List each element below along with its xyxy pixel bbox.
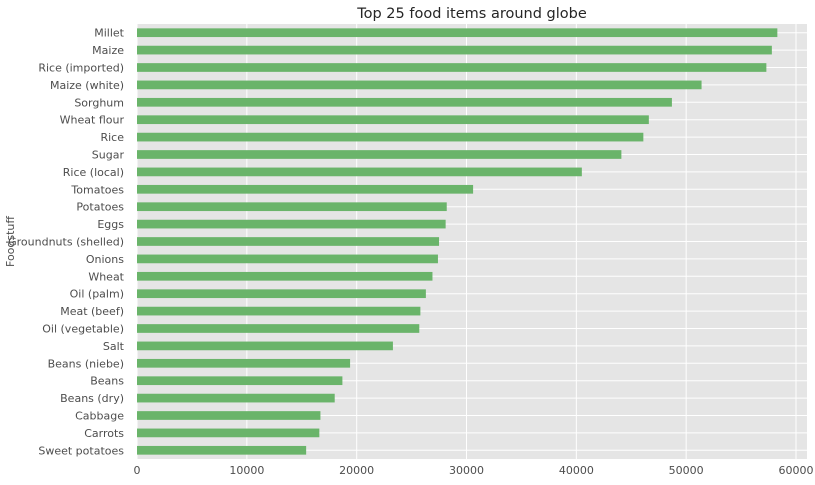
y-tick-label: Tomatoes bbox=[70, 183, 124, 196]
y-tick-label: Beans (niebe) bbox=[48, 357, 124, 370]
bar bbox=[137, 306, 421, 316]
y-tick-label: Onions bbox=[86, 253, 124, 266]
bar bbox=[137, 202, 447, 212]
bar bbox=[137, 254, 438, 264]
x-tick-label: 60000 bbox=[779, 464, 814, 477]
y-tick-label: Meat (beef) bbox=[60, 305, 124, 318]
y-tick-label: Wheat flour bbox=[60, 114, 125, 127]
x-tick-label: 50000 bbox=[669, 464, 704, 477]
y-tick-label: Millet bbox=[94, 27, 124, 40]
y-tick-label: Cabbage bbox=[75, 410, 124, 423]
y-tick-label: Carrots bbox=[84, 427, 124, 440]
y-tick-label: Oil (vegetable) bbox=[42, 323, 124, 336]
bar bbox=[137, 341, 393, 351]
x-tick-label: 10000 bbox=[229, 464, 264, 477]
bar bbox=[137, 411, 321, 420]
y-tick-label: Beans (dry) bbox=[60, 392, 124, 405]
bar bbox=[137, 393, 335, 403]
bar bbox=[137, 428, 320, 438]
y-tick-label: Maize (white) bbox=[50, 79, 124, 92]
x-tick-label: 20000 bbox=[339, 464, 374, 477]
bar bbox=[137, 324, 420, 333]
bar bbox=[137, 167, 582, 177]
bar bbox=[137, 150, 622, 159]
y-tick-label: Rice (imported) bbox=[38, 62, 124, 75]
x-tick-label: 30000 bbox=[449, 464, 484, 477]
bar bbox=[137, 358, 351, 368]
y-tick-label: Wheat bbox=[88, 270, 124, 283]
y-tick-label: Beans bbox=[90, 375, 124, 388]
bar bbox=[137, 45, 772, 55]
bar bbox=[137, 80, 702, 90]
bar bbox=[137, 445, 307, 455]
y-tick-label: Sugar bbox=[92, 149, 125, 162]
bars bbox=[137, 28, 778, 455]
y-tick-label: Maize bbox=[92, 44, 124, 57]
chart-title: Top 25 food items around globe bbox=[356, 6, 587, 22]
y-tick-label: Sorghum bbox=[74, 96, 124, 109]
bar bbox=[137, 132, 644, 142]
x-tick-label: 40000 bbox=[559, 464, 594, 477]
bar bbox=[137, 376, 343, 386]
x-tick-label: 0 bbox=[134, 464, 141, 477]
y-tick-label: Rice (local) bbox=[63, 166, 124, 179]
bar bbox=[137, 63, 767, 72]
bar bbox=[137, 237, 440, 246]
bar bbox=[137, 271, 433, 281]
y-tick-label: Salt bbox=[103, 340, 125, 353]
y-tick-label: Groundnuts (shelled) bbox=[8, 236, 124, 249]
bar bbox=[137, 184, 474, 194]
bar bbox=[137, 219, 446, 229]
y-tick-label: Sweet potatoes bbox=[38, 444, 124, 457]
bar bbox=[137, 289, 426, 299]
bar bbox=[137, 97, 672, 107]
x-tick-labels: 0 10000 20000 30000 40000 50000 60000 bbox=[134, 464, 814, 477]
y-tick-label: Rice bbox=[100, 131, 124, 144]
y-tick-label: Oil (palm) bbox=[70, 288, 124, 301]
y-axis-label: Foodstuff bbox=[4, 216, 17, 267]
y-tick-label: Eggs bbox=[97, 218, 124, 231]
bar bbox=[137, 28, 778, 38]
y-tick-label: Potatoes bbox=[76, 201, 124, 214]
y-tick-labels: Millet Maize Rice (imported) Maize (white) S… bbox=[8, 27, 125, 458]
bar bbox=[137, 115, 649, 125]
